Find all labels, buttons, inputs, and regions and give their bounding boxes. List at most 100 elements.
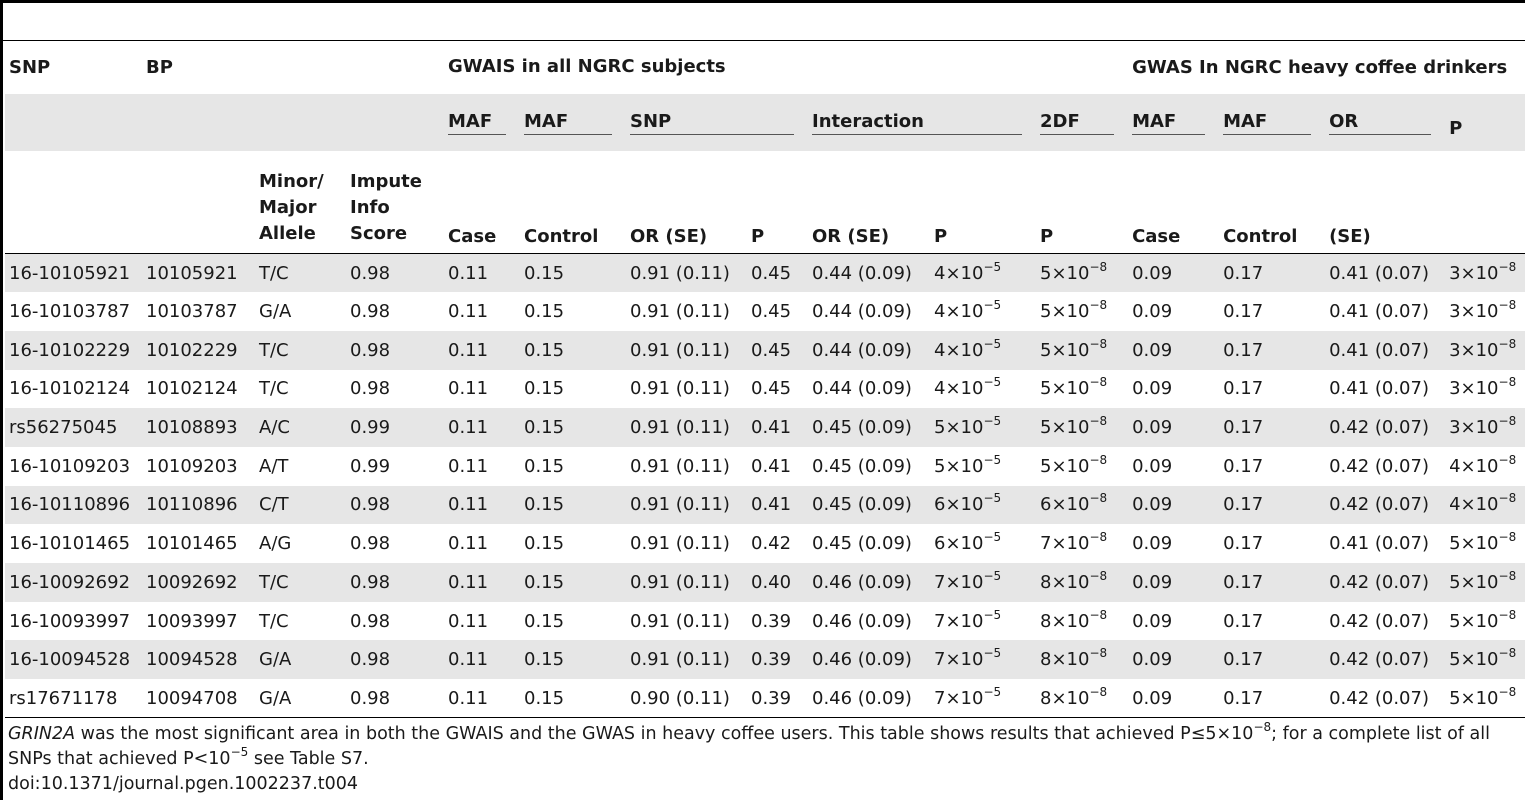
table-cell: 16-10103787 bbox=[9, 301, 131, 323]
table-cell: 5×10−8 bbox=[1036, 330, 1129, 370]
table-top-rule bbox=[0, 40, 1525, 41]
table-cell: 0.98 bbox=[346, 679, 444, 719]
table-cell: 0.09 bbox=[1128, 408, 1220, 447]
table-cell: 0.17 bbox=[1219, 563, 1326, 602]
table-cell: 10103787 bbox=[146, 301, 238, 323]
table-cell: 4×10−5 bbox=[930, 253, 1036, 293]
col-case-1: Case bbox=[444, 151, 520, 254]
table-cell: 4×10−8 bbox=[1449, 452, 1517, 477]
table-cell: 7×10−5 bbox=[934, 607, 1002, 632]
table-cell: 0.17 bbox=[1219, 485, 1326, 525]
group-gwais: GWAIS in all NGRC subjects bbox=[448, 56, 726, 77]
table-cell: 5×10−8 bbox=[1040, 452, 1108, 477]
table-cell: 0.42 (0.07) bbox=[1325, 485, 1446, 525]
col-maf-1: MAF bbox=[444, 94, 520, 151]
table-cell: 0.39 bbox=[747, 679, 808, 719]
table-cell: A/C bbox=[255, 408, 346, 447]
table-cell: 16-10105921 bbox=[5, 253, 142, 293]
table-cell: 0.91 (0.11) bbox=[630, 455, 730, 477]
table-row: 16-10105921 10105921 T/C 0.98 0.11 0.15 0.91 (… bbox=[5, 253, 1525, 293]
table-cell: 16-10102229 bbox=[5, 330, 142, 370]
table-cell: 8×10−8 bbox=[1036, 563, 1129, 602]
table-cell: rs17671178 bbox=[5, 679, 142, 719]
table-cell: 16-10101465 bbox=[9, 533, 131, 555]
table-cell: 0.44 (0.09) bbox=[812, 378, 912, 400]
table-cell: G/A bbox=[255, 640, 346, 680]
table-row: 16-10103787 10103787 G/A 0.98 0.11 0.15 0.91 (… bbox=[5, 292, 1525, 331]
table-cell: 0.42 (0.07) bbox=[1325, 640, 1446, 680]
table-cell: 0.45 (0.09) bbox=[812, 533, 912, 555]
table-cell: 6×10−8 bbox=[1036, 485, 1129, 525]
table-row: 16-10093997 10093997 T/C 0.98 0.11 0.15 0.91 (… bbox=[5, 602, 1525, 641]
table-cell: 0.98 bbox=[350, 378, 391, 400]
table-cell: 5×10−8 bbox=[1036, 253, 1129, 293]
col-interaction: Interaction bbox=[808, 94, 1036, 151]
table-cell: 10094708 bbox=[142, 679, 255, 719]
table-cell: 5×10−8 bbox=[1445, 640, 1525, 680]
table-cell: 0.98 bbox=[350, 301, 391, 323]
table-cell: 0.91 (0.11) bbox=[630, 378, 730, 400]
table-cell: 5×10−5 bbox=[930, 408, 1036, 447]
table-cell: 0.98 bbox=[346, 640, 444, 680]
table-cell: 0.09 bbox=[1132, 610, 1173, 632]
col-p-3: P bbox=[1036, 151, 1129, 254]
table-cell: 16-10092692 bbox=[5, 563, 142, 602]
table-cell: 0.41 (0.07) bbox=[1329, 301, 1429, 323]
table-cell: 7×10−5 bbox=[930, 679, 1036, 719]
col-snp-sub: SNP bbox=[626, 94, 808, 151]
table-cell: 0.41 (0.07) bbox=[1329, 378, 1429, 400]
table-cell: 0.41 bbox=[747, 485, 808, 525]
table-cell: 0.11 bbox=[448, 301, 489, 323]
table-cell: 10108893 bbox=[142, 408, 255, 447]
table-cell: 0.42 (0.07) bbox=[1329, 610, 1429, 632]
table-cell: 4×10−5 bbox=[934, 298, 1002, 323]
doi-line: doi:10.1371/journal.pgen.1002237.t004 bbox=[8, 774, 359, 794]
left-border bbox=[0, 0, 3, 800]
table-cell: 0.44 (0.09) bbox=[808, 253, 930, 293]
col-p-1: P bbox=[747, 151, 808, 254]
table-cell: 10105921 bbox=[142, 253, 255, 293]
results-table: SNP BP GWAIS in all NGRC subjects GWAS I… bbox=[5, 41, 1525, 719]
table-cell: 0.45 bbox=[747, 330, 808, 370]
table-cell: T/C bbox=[255, 563, 346, 602]
table-cell: G/A bbox=[259, 301, 292, 323]
table-cell: 0.39 bbox=[751, 610, 792, 632]
table-cell: 7×10−5 bbox=[930, 563, 1036, 602]
table-row: 16-10110896 10110896 C/T 0.98 0.11 0.15 0.91 (… bbox=[5, 485, 1525, 525]
table-cell: 0.11 bbox=[444, 408, 520, 447]
table-cell: T/C bbox=[259, 378, 289, 400]
table-cell: 0.17 bbox=[1219, 640, 1326, 680]
table-cell: 0.46 (0.09) bbox=[808, 640, 930, 680]
col-case-2: Case bbox=[1128, 151, 1220, 254]
table-cell: 0.15 bbox=[520, 408, 626, 447]
table-cell: 0.17 bbox=[1223, 455, 1264, 477]
table-row: 16-10109203 10109203 A/T 0.99 0.11 0.15 0.91 (… bbox=[5, 447, 1525, 486]
table-cell: 0.41 (0.07) bbox=[1325, 330, 1446, 370]
table-cell: 0.42 (0.07) bbox=[1329, 455, 1429, 477]
table-cell: 3×10−8 bbox=[1445, 330, 1525, 370]
col-p-top: P bbox=[1445, 94, 1525, 151]
col-p-2: P bbox=[930, 151, 1036, 254]
table-cell: 10102229 bbox=[142, 330, 255, 370]
col-or: OR bbox=[1325, 94, 1446, 151]
table-cell: 10109203 bbox=[146, 455, 238, 477]
table-cell: 0.09 bbox=[1132, 301, 1173, 323]
table-cell: 10102124 bbox=[146, 378, 238, 400]
table-cell: 0.17 bbox=[1223, 610, 1264, 632]
table-cell: 0.09 bbox=[1128, 330, 1220, 370]
table-cell: 0.45 bbox=[751, 378, 792, 400]
table-cell: 0.90 (0.11) bbox=[626, 679, 747, 719]
table-cell: 0.17 bbox=[1223, 533, 1264, 555]
table-cell: T/C bbox=[255, 330, 346, 370]
table-cell: 0.91 (0.11) bbox=[626, 253, 747, 293]
top-border bbox=[0, 0, 1525, 3]
table-cell: 0.17 bbox=[1219, 253, 1326, 293]
col-allele: Minor/Major Allele bbox=[255, 151, 346, 254]
table-row: 16-10101465 10101465 A/G 0.98 0.11 0.15 0.91 (… bbox=[5, 524, 1525, 563]
table-cell: 0.11 bbox=[448, 455, 489, 477]
table-cell: 0.11 bbox=[444, 563, 520, 602]
table-cell: 0.40 bbox=[747, 563, 808, 602]
table-cell: 3×10−8 bbox=[1449, 298, 1517, 323]
table-cell: 0.45 bbox=[751, 301, 792, 323]
col-impute: Impute Info Score bbox=[346, 151, 444, 254]
